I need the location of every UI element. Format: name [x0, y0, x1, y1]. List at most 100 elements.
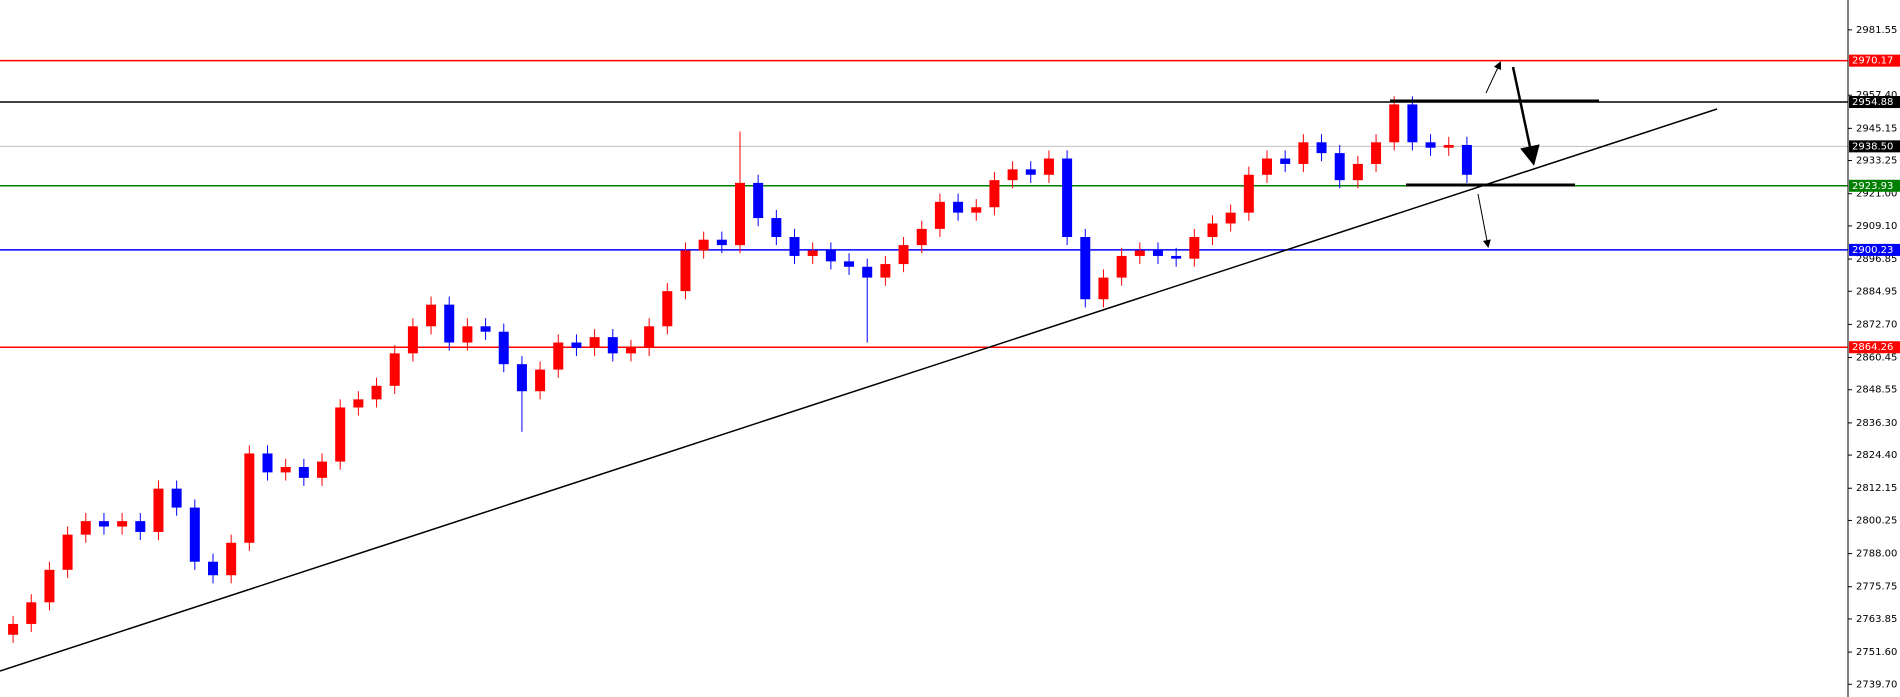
y-tick-label: 2909.10 [1856, 221, 1897, 232]
candle-body [1298, 142, 1309, 164]
candle-body [1280, 158, 1291, 164]
candle-body [226, 542, 237, 576]
y-tick-label: 2848.55 [1856, 385, 1897, 396]
candle-body [844, 261, 855, 267]
y-tick-label: 2812.15 [1856, 483, 1897, 494]
candle-body [335, 407, 346, 462]
y-tick-label: 2824.40 [1856, 450, 1897, 461]
candle-body [62, 534, 73, 570]
candle-body [1243, 174, 1254, 213]
candle-body [789, 237, 800, 256]
y-tick-label: 2860.45 [1856, 353, 1897, 364]
candle-body [1207, 223, 1218, 237]
y-tick-label: 2775.75 [1856, 582, 1897, 593]
level-label: 2900.23 [1852, 245, 1893, 256]
candle-body [971, 207, 982, 213]
candle-body [1334, 153, 1345, 181]
candle-body [825, 250, 836, 262]
candle-body [516, 364, 527, 392]
candle-body [80, 521, 91, 535]
candle-body [462, 326, 473, 343]
candle-body [1007, 169, 1018, 181]
y-tick-label: 2921.00 [1856, 189, 1897, 200]
candle-body [1262, 158, 1273, 175]
candle-body [135, 521, 146, 532]
y-tick-label: 2884.95 [1856, 286, 1897, 297]
y-tick-label: 2945.15 [1856, 123, 1897, 134]
candle-body [589, 337, 600, 348]
y-tick-label: 2872.70 [1856, 319, 1897, 330]
candle-body [607, 337, 618, 354]
candle-body [298, 467, 309, 478]
candle-body [171, 488, 182, 508]
y-tick-label: 2751.60 [1856, 647, 1897, 658]
y-tick-label: 2896.85 [1856, 254, 1897, 265]
candle-body [444, 304, 455, 343]
candle-body [807, 250, 818, 256]
candle-body [1461, 145, 1472, 175]
arrow-up [1485, 61, 1502, 94]
candle-body [1025, 169, 1036, 175]
candle-body [1189, 237, 1200, 259]
y-tick-label: 2800.25 [1856, 515, 1897, 526]
candle-body [698, 239, 709, 251]
arrow-down [1477, 193, 1491, 248]
candle-body [1062, 158, 1073, 237]
candle-body [117, 521, 128, 527]
level-label-box [1849, 140, 1900, 153]
candle-body [1443, 145, 1454, 148]
y-tick-label: 2933.25 [1856, 156, 1897, 167]
candle-body [553, 342, 564, 370]
candle-body [371, 385, 382, 400]
level-label-box [1849, 96, 1900, 109]
candle-body [1152, 250, 1163, 256]
level-label: 2923.93 [1852, 181, 1893, 192]
candle-body [498, 331, 509, 365]
candle-body [407, 326, 418, 354]
candle-body [1352, 163, 1363, 181]
candle-body [862, 266, 873, 278]
level-label-box [1849, 54, 1900, 67]
y-tick-label: 2788.00 [1856, 549, 1897, 560]
candle-body [1407, 104, 1418, 143]
candle-body [1134, 250, 1145, 256]
level-label-box [1849, 243, 1900, 256]
candle-body [8, 623, 19, 635]
candle-body [1171, 255, 1182, 259]
level-label-box [1849, 341, 1900, 354]
candle-body [189, 507, 200, 562]
level-label: 2970.17 [1852, 56, 1893, 67]
candle-body [280, 467, 291, 473]
candle-body [989, 180, 1000, 208]
candle-body [1080, 237, 1091, 300]
candle-body [934, 201, 945, 229]
candle-body [153, 488, 164, 532]
candle-body [662, 291, 673, 327]
candle-body [98, 521, 109, 527]
candle-body [1225, 212, 1236, 224]
trend-line [0, 108, 1718, 672]
candle-body [317, 461, 328, 478]
level-label-box [1849, 179, 1900, 192]
candle-body [1389, 104, 1400, 143]
y-tick-label: 2836.30 [1856, 418, 1897, 429]
level-label: 2938.50 [1852, 141, 1893, 152]
y-tick-label: 2981.55 [1856, 25, 1897, 36]
candle-body [1371, 142, 1382, 164]
candle-body [480, 326, 491, 332]
candle-body [644, 326, 655, 348]
candle-body [1316, 142, 1327, 154]
candle-body [1098, 277, 1109, 300]
candle-body [716, 239, 727, 246]
candle-body [1116, 255, 1127, 278]
candle-body [389, 353, 400, 386]
y-tick-label: 2763.85 [1856, 614, 1897, 625]
candle-body [916, 228, 927, 246]
candle-body [880, 264, 891, 278]
candle-body [44, 569, 55, 603]
y-tick-label: 2739.70 [1856, 679, 1897, 690]
level-label: 2954.88 [1852, 97, 1893, 108]
candle-body [953, 201, 964, 213]
candle-body [26, 602, 37, 624]
